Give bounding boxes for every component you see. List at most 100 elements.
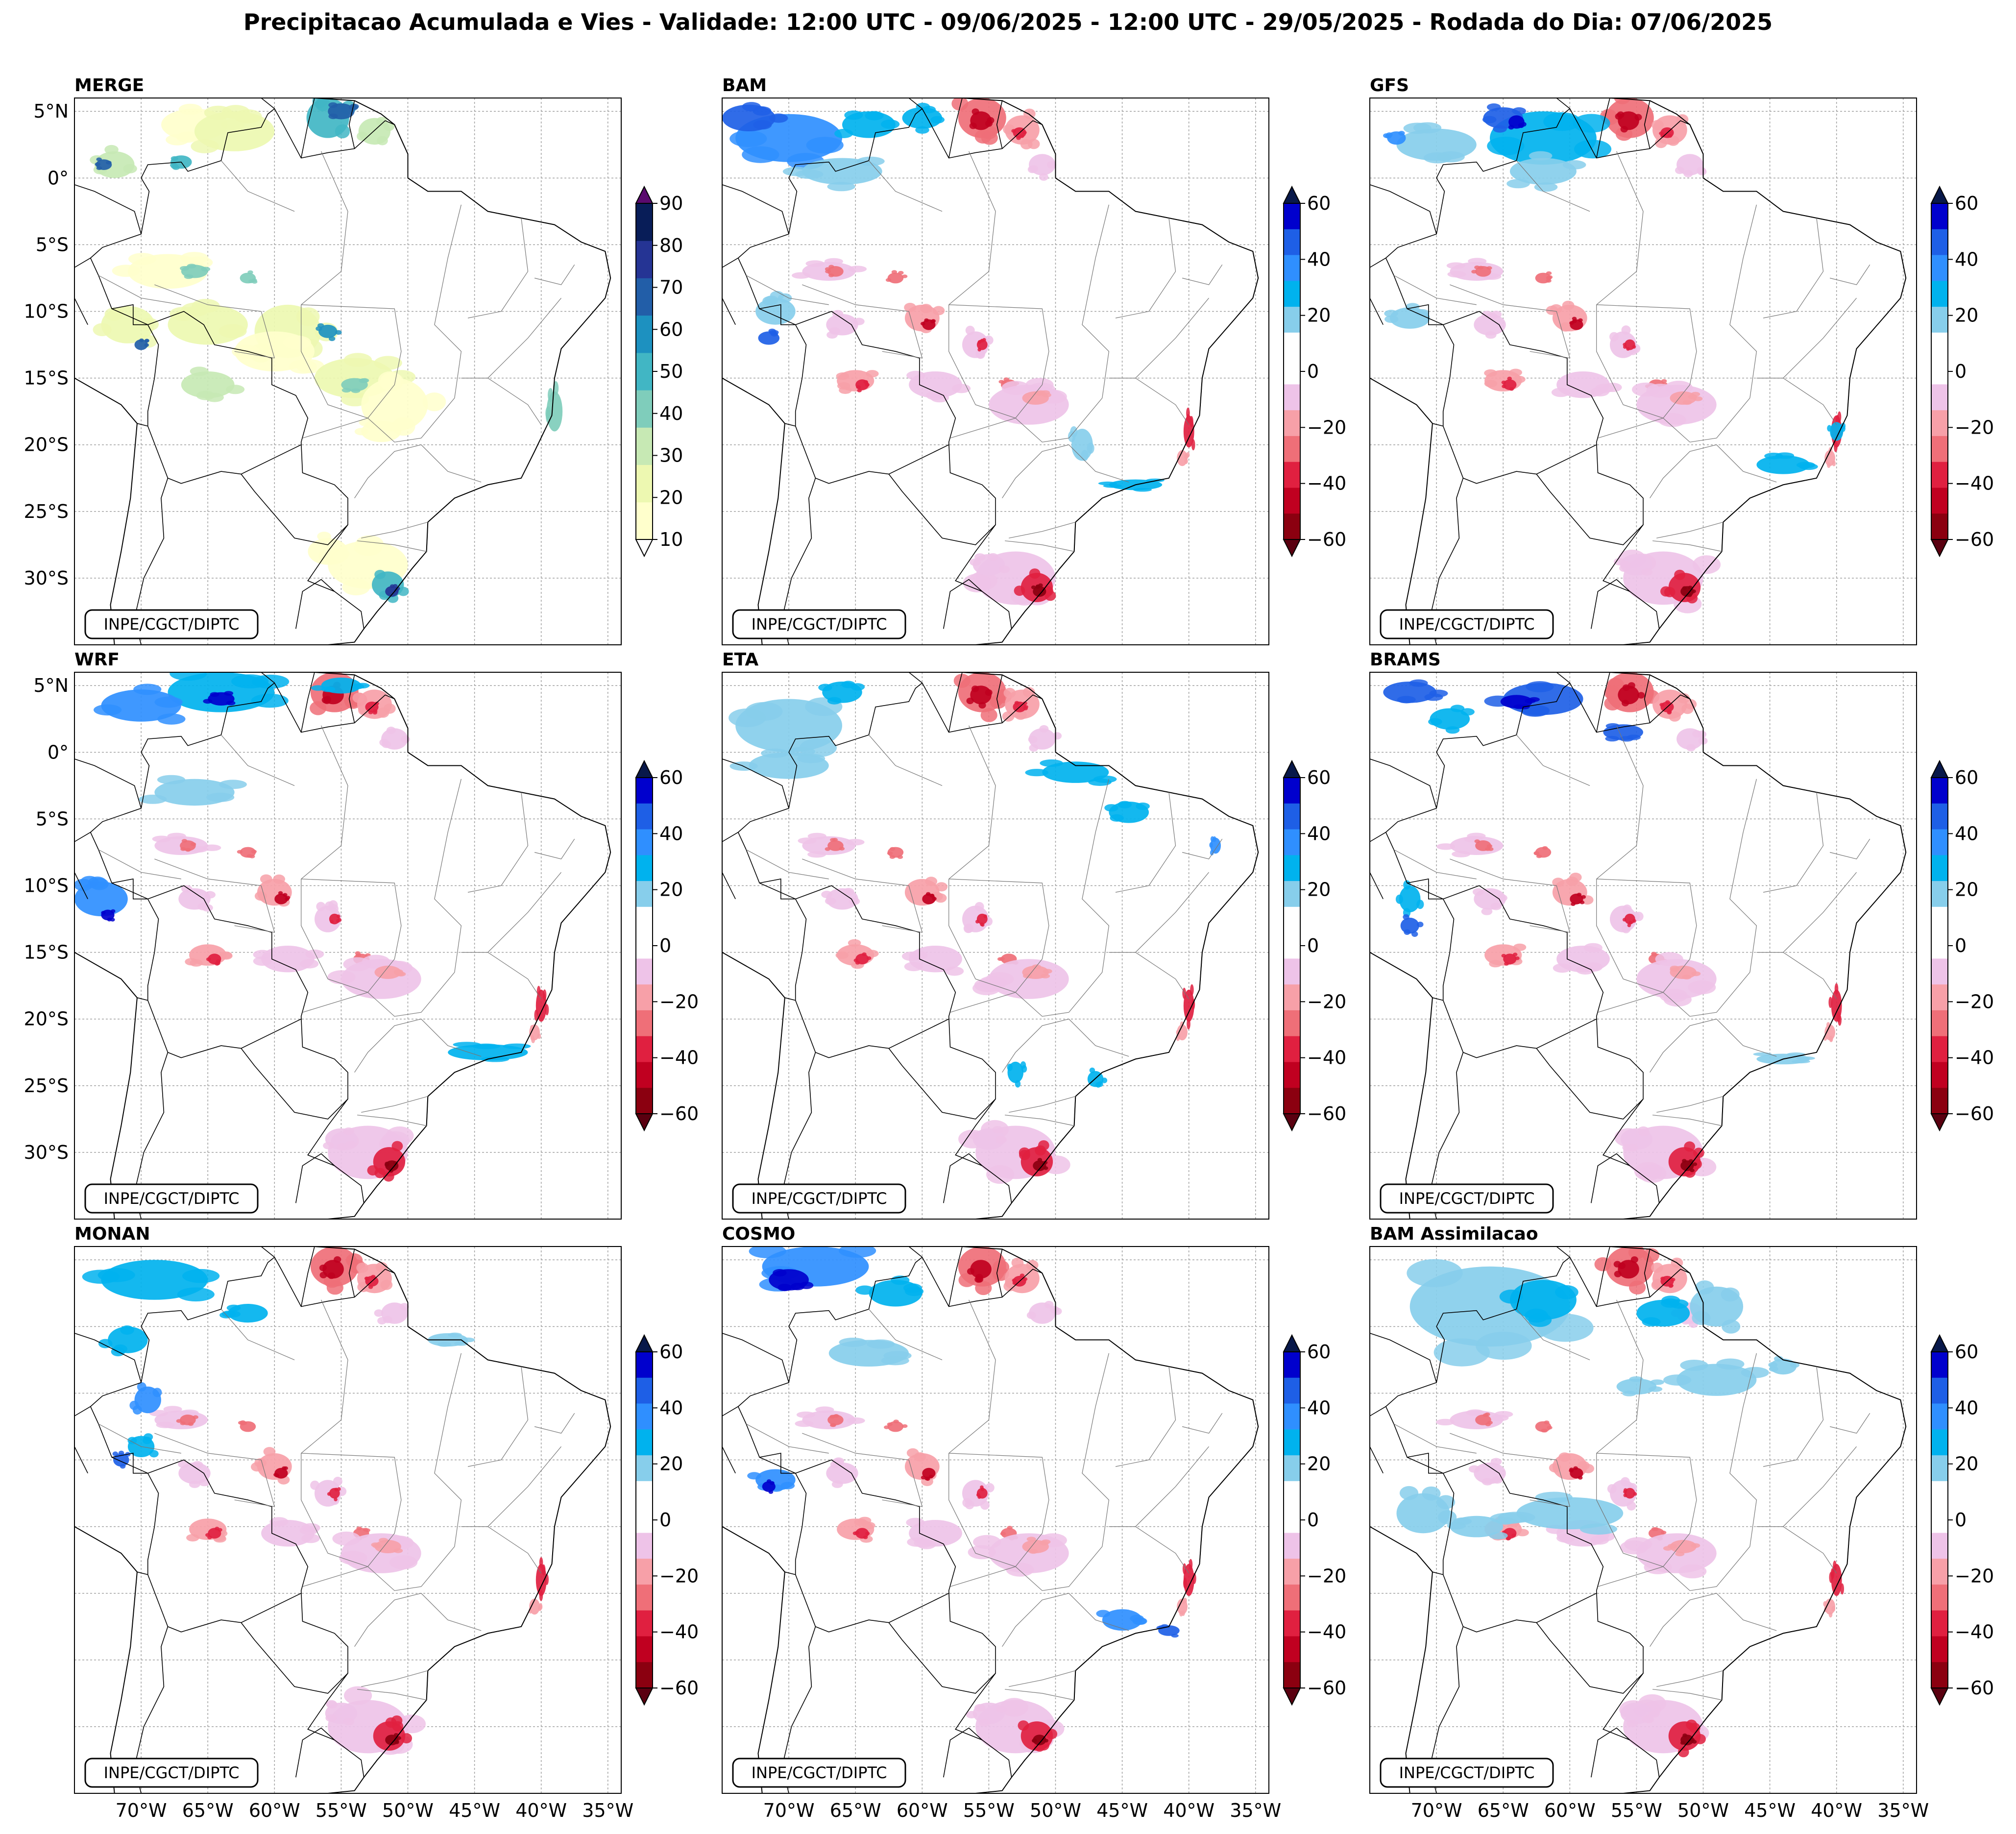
dry-bias-cell-speckle xyxy=(1629,1280,1646,1295)
lat-tick-label: 20°S xyxy=(24,434,69,456)
dry-bias-cell-speckle xyxy=(1692,730,1702,738)
colorbar-tick-label: −20 xyxy=(1955,416,1994,438)
dry-bias-cell-speckle xyxy=(1660,1530,1667,1535)
dry-bias-cell-speckle xyxy=(839,847,845,851)
dry-bias-cell-speckle xyxy=(1665,700,1670,704)
dry-bias-cell-speckle xyxy=(1578,318,1583,322)
state-border xyxy=(367,398,455,442)
dry-bias-cell-speckle xyxy=(1043,969,1052,974)
dry-bias-cell-speckle xyxy=(542,989,547,1001)
dry-bias-cell-speckle xyxy=(975,920,979,924)
dry-bias-cell-speckle xyxy=(856,385,861,389)
wet-bias-cell-speckle xyxy=(903,1283,922,1293)
dry-bias-cell-speckle xyxy=(1648,1710,1660,1718)
wet-bias-cell-speckle xyxy=(1398,131,1405,136)
wet-bias-cell-speckle xyxy=(818,684,832,691)
dry-bias-cell-speckle xyxy=(1632,382,1660,397)
colorbar-segment xyxy=(1931,281,1948,307)
dry-bias-cell xyxy=(1624,913,1635,925)
colorbar: 60 40 20 0 −20 −40 −60 xyxy=(1930,185,1994,558)
dry-bias-cell-speckle xyxy=(884,1425,890,1429)
colorbar-tick-label: −40 xyxy=(1307,473,1346,494)
state-border xyxy=(98,275,181,305)
colorbar-segment xyxy=(1284,958,1300,985)
dry-bias-cell-speckle xyxy=(985,120,993,127)
dry-bias-cell-speckle xyxy=(207,1535,212,1540)
wet-bias-cell-speckle xyxy=(1670,1299,1689,1309)
rain-cell-speckle xyxy=(190,367,209,376)
colorbar-tick-label: 60 xyxy=(1955,1341,1978,1363)
dry-bias-cell xyxy=(1618,685,1639,705)
state-border xyxy=(1002,1019,1129,1073)
dry-bias-cell-speckle xyxy=(1176,1029,1180,1035)
country-border xyxy=(241,474,348,545)
dry-bias-cell-speckle xyxy=(825,847,830,851)
country-border xyxy=(1591,1727,1630,1778)
panel-title: BAM xyxy=(722,75,767,96)
colorbar-segment xyxy=(1284,514,1300,540)
dry-bias-cell-speckle xyxy=(374,1309,384,1317)
state-border xyxy=(1663,398,1750,442)
colorbar-tick-label: −20 xyxy=(659,991,699,1012)
dry-bias-cell-speckle xyxy=(1663,1546,1673,1551)
wet-bias-cell-speckle xyxy=(834,129,853,138)
state-border xyxy=(1763,218,1824,318)
dry-bias-cell-speckle xyxy=(1618,1262,1626,1269)
dry-bias-cell-speckle xyxy=(357,1282,370,1293)
wet-bias-cell-speckle xyxy=(1476,1331,1532,1360)
state-border xyxy=(1135,378,1190,425)
dry-bias-cell-speckle xyxy=(1533,851,1539,855)
wet-bias-cell-speckle xyxy=(157,713,186,725)
dry-bias-cell-speckle xyxy=(1682,1733,1687,1737)
dry-bias-cell-speckle xyxy=(367,1165,379,1176)
state-border xyxy=(98,849,181,880)
country-border xyxy=(1536,1048,1644,1120)
country-border xyxy=(1596,98,1610,158)
dry-bias-cell-speckle xyxy=(825,267,831,271)
panel-title: BAM Assimilacao xyxy=(1370,1224,1538,1244)
state-border xyxy=(534,264,575,285)
dry-bias-cell xyxy=(1824,1024,1835,1041)
state-border xyxy=(487,952,542,1000)
state-border xyxy=(1005,1115,1074,1126)
dry-bias-cell-speckle xyxy=(972,685,979,692)
map-panel-gfs: GFS INPE/CGCT/DIPTC 60 40 20 0 −20 −40 −60 xyxy=(1369,75,1994,645)
map-frame xyxy=(722,98,1269,645)
dry-bias-cell-speckle xyxy=(807,851,826,858)
dry-bias-cell-speckle xyxy=(978,702,986,709)
state-border xyxy=(1115,218,1176,318)
wet-bias-cell-speckle xyxy=(118,1450,124,1456)
rain-cell-speckle xyxy=(96,157,102,161)
rain-cell-speckle xyxy=(234,109,262,123)
colorbar-tick-label: 20 xyxy=(659,879,683,901)
state-border xyxy=(1598,992,1663,1013)
state-border xyxy=(882,1499,923,1507)
colorbar-segment xyxy=(636,906,653,933)
wet-bias-cell-speckle xyxy=(101,911,106,915)
dry-bias-cell-speckle xyxy=(263,1447,276,1457)
rain-cell xyxy=(134,339,148,350)
dry-bias-cell-speckle xyxy=(301,1534,320,1543)
lat-tick-label: 10°S xyxy=(24,301,69,322)
dry-bias-cell-speckle xyxy=(385,1717,397,1728)
dry-bias-cell-speckle xyxy=(316,902,326,911)
state-border xyxy=(234,351,275,359)
dry-bias-cell-speckle xyxy=(352,692,365,703)
dry-bias-cell-speckle xyxy=(401,1733,413,1744)
dry-bias-cell-speckle xyxy=(1577,893,1582,897)
map-frame xyxy=(722,1246,1269,1794)
state-border xyxy=(1516,160,1590,212)
dry-bias-cell-speckle xyxy=(385,1161,389,1166)
lat-tick-label: 15°S xyxy=(24,367,69,389)
country-border xyxy=(784,997,796,1001)
state-border xyxy=(467,792,529,893)
state-border xyxy=(1596,1299,1644,1454)
dry-bias-cell-speckle xyxy=(1484,380,1498,388)
state-border xyxy=(1829,1413,1870,1434)
wet-bias-cell-speckle xyxy=(453,1042,481,1048)
wet-bias-cell-speckle xyxy=(110,918,115,922)
dry-bias-cell-speckle xyxy=(1007,1526,1013,1530)
state-border xyxy=(868,160,943,212)
dry-bias-cell-speckle xyxy=(1046,1729,1058,1739)
